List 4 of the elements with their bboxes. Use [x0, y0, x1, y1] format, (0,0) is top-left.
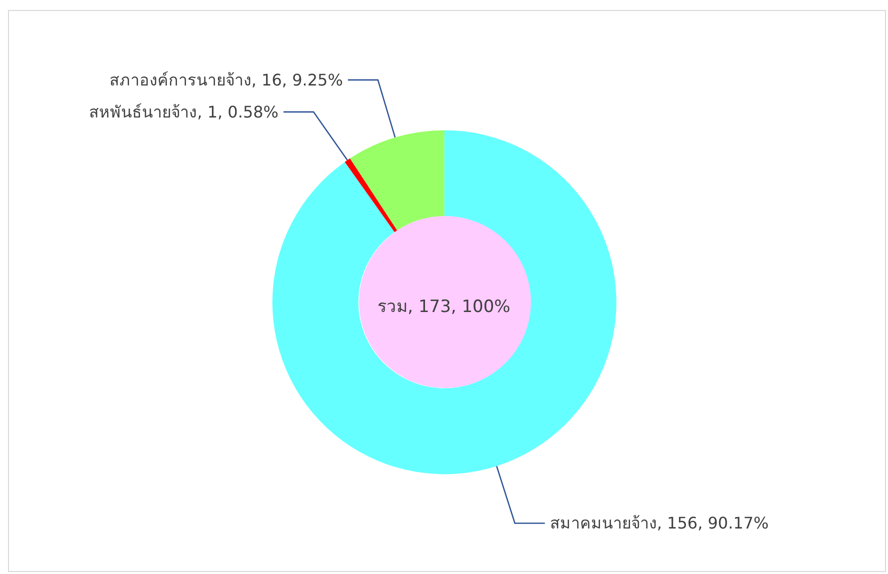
- text: รวม, 173, 100%: [376, 296, 512, 319]
- slice-label: สภาองค์การนายจ้าง, 16, 9.25%: [109, 70, 343, 90]
- slice-label: สหพันธ์นายจ้าง, 1, 0.58%: [89, 102, 279, 122]
- slice-label: สมาคมนายจ้าง, 156, 90.17%: [550, 514, 769, 533]
